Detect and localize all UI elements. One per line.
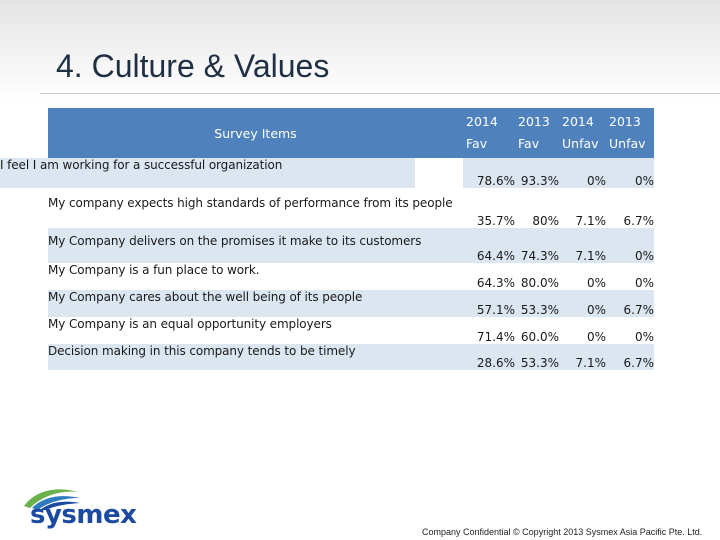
- value-cell: 60.0%: [515, 317, 559, 344]
- value-cell: 7.1%: [559, 344, 606, 370]
- value-cell: 0%: [559, 317, 606, 344]
- table-row: My company expects high standards of per…: [48, 188, 654, 228]
- survey-item: My Company cares about the well being of…: [48, 290, 463, 317]
- column-header: 2014 Fav: [463, 108, 515, 158]
- value-cell: 6.7%: [606, 290, 654, 317]
- column-header: 2013 Unfav: [606, 108, 654, 158]
- value-cell: 0%: [606, 317, 654, 344]
- column-header: 2013 Fav: [515, 108, 559, 158]
- table-header-row: Survey Items 2014 Fav 2013 Fav 2014 Unfa…: [48, 108, 654, 158]
- table-row: My Company cares about the well being of…: [48, 290, 654, 317]
- sysmex-logo: sysmex: [18, 484, 148, 534]
- table-row: Decision making in this company tends to…: [48, 344, 654, 370]
- survey-item: My Company is an equal opportunity emplo…: [48, 317, 463, 344]
- title-divider: [40, 93, 720, 94]
- value-cell: 0%: [559, 158, 606, 188]
- value-cell: 6.7%: [606, 188, 654, 228]
- slide-title: 4. Culture & Values: [56, 48, 330, 84]
- table-row: My Company delivers on the promises it m…: [48, 228, 654, 263]
- logo-wordmark: sysmex: [30, 500, 137, 530]
- footer-copyright: Company Confidential © Copyright 2013 Sy…: [422, 527, 703, 537]
- value-cell: 0%: [559, 290, 606, 317]
- value-cell: 57.1%: [463, 290, 515, 317]
- survey-item: My Company delivers on the promises it m…: [48, 228, 463, 263]
- value-cell: 64.3%: [463, 263, 515, 290]
- value-cell: 35.7%: [463, 188, 515, 228]
- table-row: My Company is a fun place to work. 64.3%…: [48, 263, 654, 290]
- survey-item: My company expects high standards of per…: [48, 188, 463, 228]
- value-cell: 80.0%: [515, 263, 559, 290]
- survey-item: My Company is a fun place to work.: [48, 263, 463, 290]
- column-header: 2014 Unfav: [559, 108, 606, 158]
- value-cell: 0%: [606, 158, 654, 188]
- value-cell: 78.6%: [463, 158, 515, 188]
- value-cell: 93.3%: [515, 158, 559, 188]
- survey-table: Survey Items 2014 Fav 2013 Fav 2014 Unfa…: [0, 108, 654, 370]
- value-cell: 7.1%: [559, 188, 606, 228]
- value-cell: 28.6%: [463, 344, 515, 370]
- survey-items-header: Survey Items: [48, 108, 463, 158]
- column-header-year: 2014: [562, 114, 594, 129]
- table-row: My Company is an equal opportunity emplo…: [48, 317, 654, 344]
- value-cell: 80%: [515, 188, 559, 228]
- sysmex-swirl-logo-icon: [24, 489, 80, 510]
- value-cell: 6.7%: [606, 344, 654, 370]
- value-cell: 64.4%: [463, 228, 515, 263]
- value-cell: 7.1%: [559, 228, 606, 263]
- survey-item: I feel I am working for a successful org…: [0, 158, 415, 188]
- column-header-type: Unfav: [609, 136, 646, 151]
- value-cell: 0%: [559, 263, 606, 290]
- value-cell: 53.3%: [515, 344, 559, 370]
- column-header-type: Fav: [518, 136, 540, 151]
- value-cell: 71.4%: [463, 317, 515, 344]
- column-header-year: 2014: [466, 114, 498, 129]
- survey-item: Decision making in this company tends to…: [48, 344, 463, 370]
- column-header-type: Unfav: [562, 136, 599, 151]
- table-row: I feel I am working for a successful org…: [0, 158, 654, 188]
- value-cell: 0%: [606, 263, 654, 290]
- column-header-year: 2013: [609, 114, 641, 129]
- title-band: [0, 0, 720, 100]
- value-cell: 74.3%: [515, 228, 559, 263]
- value-cell: 0%: [606, 228, 654, 263]
- value-cell: 53.3%: [515, 290, 559, 317]
- column-header-type: Fav: [466, 136, 488, 151]
- column-header-year: 2013: [518, 114, 550, 129]
